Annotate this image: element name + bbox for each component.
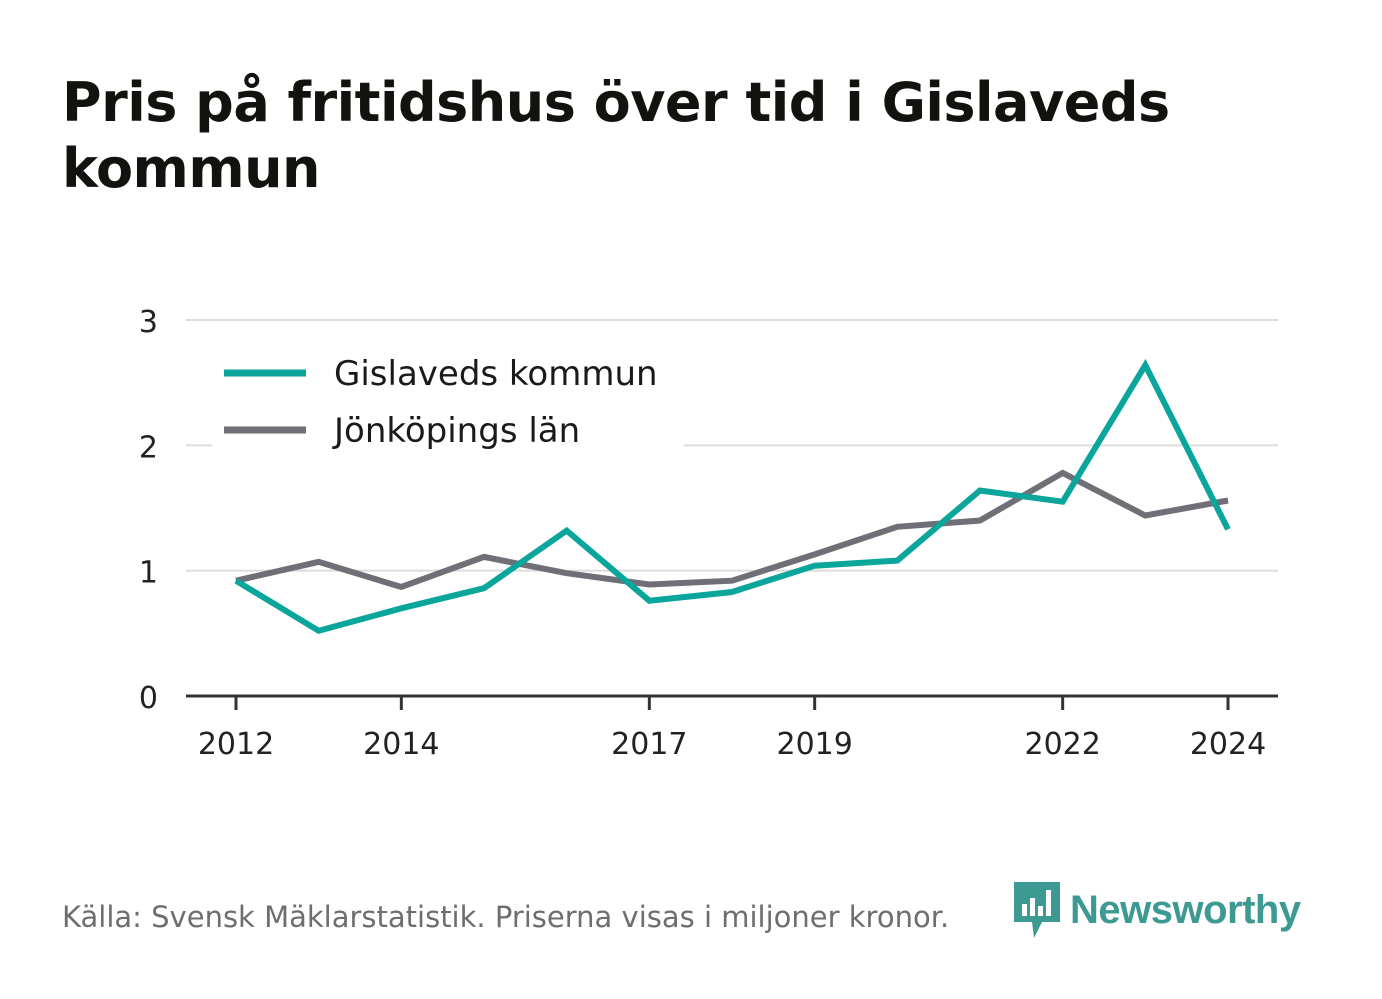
x-tick-label: 2022 [1024, 727, 1100, 762]
brand-name: Newsworthy [1070, 887, 1301, 932]
series-line [234, 358, 1231, 635]
x-tick-label: 2017 [611, 727, 687, 762]
y-tick-label: 1 [139, 556, 158, 591]
series-lines [234, 358, 1231, 635]
y-tick-label: 3 [139, 305, 158, 340]
legend-label: Gislaveds kommun [334, 354, 658, 394]
axes: 0 1 2 3 2012 2014 2017 2019 2022 2024 [139, 305, 1278, 762]
legend-label: Jönköpings län [332, 411, 580, 451]
chart-title: Pris på fritidshus över tid i Gislaveds … [62, 71, 1170, 200]
legend-box [212, 340, 684, 458]
source-note: Källa: Svensk Mäklarstatistik. Priserna … [62, 900, 950, 934]
x-tick-label: 2024 [1190, 727, 1266, 762]
y-tick-label: 2 [139, 430, 158, 465]
newsworthy-logo-icon [1014, 882, 1060, 938]
x-tick-label: 2014 [363, 727, 439, 762]
x-tick-label: 2012 [198, 727, 274, 762]
x-tick-label: 2019 [776, 727, 852, 762]
brand-logo[interactable]: Newsworthy [1012, 880, 1301, 940]
legend-background [212, 340, 684, 458]
y-tick-label: 0 [139, 681, 158, 716]
series-line [235, 469, 1229, 591]
legend: Gislaveds kommun Jönköpings län [224, 354, 658, 451]
